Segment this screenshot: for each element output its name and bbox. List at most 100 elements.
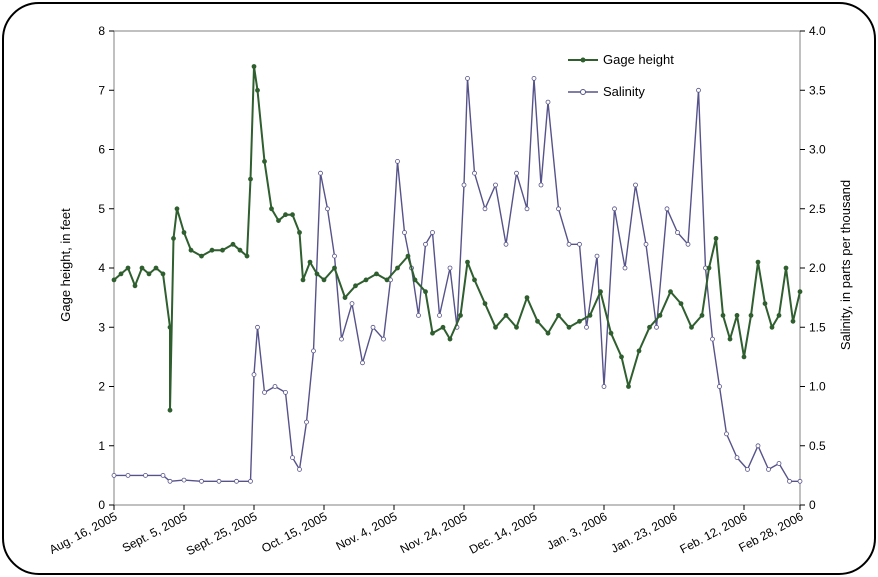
gage-height-point: [139, 265, 145, 271]
gage-height-point: [307, 259, 313, 265]
y-axis-left: 0 1 2 3 4 5 6 7 8: [98, 24, 114, 512]
salinity-point: [664, 206, 670, 212]
salinity-point: [696, 87, 701, 93]
gage-height-point: [300, 277, 306, 283]
salinity-point: [577, 241, 582, 247]
gage-height-point: [566, 324, 572, 330]
y-right-tick-label: 3.0: [809, 143, 826, 157]
salinity-point: [248, 478, 253, 484]
salinity-point: [311, 348, 316, 354]
gage-height-point: [556, 312, 561, 318]
gage-height-point: [482, 301, 488, 307]
salinity-point: [538, 182, 544, 188]
legend-item-salinity: Salinity: [568, 84, 645, 99]
gage-height-point: [220, 247, 225, 253]
salinity-point: [594, 253, 600, 259]
gage-height-point: [447, 336, 453, 342]
salinity-point: [430, 230, 435, 235]
salinity-point: [416, 312, 421, 318]
gage-height-point: [332, 265, 337, 271]
salinity-point: [360, 360, 365, 366]
salinity-point: [290, 455, 295, 461]
salinity-point: [622, 265, 628, 271]
salinity-point: [423, 241, 428, 247]
gage-height-point: [353, 283, 358, 289]
salinity-point: [724, 431, 729, 437]
salinity-point: [584, 324, 589, 330]
salinity-series: [111, 76, 803, 484]
gage-height-point: [171, 235, 176, 241]
y-right-tick-label: 3.5: [809, 83, 826, 97]
salinity-point: [216, 478, 222, 484]
salinity-point: [143, 472, 148, 478]
gage-height-point: [160, 271, 166, 277]
gage-height-point: [472, 277, 477, 283]
y-left-tick-label: 1: [98, 439, 105, 453]
gage-height-point: [577, 318, 582, 324]
gage-height-point: [727, 336, 733, 342]
salinity-point: [437, 312, 442, 318]
gage-height-point: [167, 324, 173, 330]
salinity-point: [370, 324, 376, 330]
gage-height-point: [458, 312, 463, 318]
gage-height-point: [132, 283, 138, 289]
gage-height-point: [503, 312, 509, 318]
gage-height-point: [619, 354, 624, 360]
salinity-point: [395, 158, 400, 164]
salinity-point: [643, 241, 649, 247]
gage-height-point: [342, 295, 348, 301]
salinity-point: [675, 230, 680, 235]
salinity-point: [531, 76, 537, 81]
y-left-tick-label: 3: [98, 320, 105, 334]
gage-height-point: [363, 277, 369, 283]
gage-height-point: [290, 212, 295, 218]
salinity-point: [482, 206, 488, 212]
salinity-point: [493, 182, 498, 188]
salinity-point: [251, 372, 257, 378]
salinity-point: [612, 206, 617, 212]
gage-height-point: [430, 330, 435, 336]
salinity-point: [797, 478, 803, 484]
y-left-tick-label: 6: [98, 143, 105, 157]
y-axis-right: 0 0.5 1.0 1.5 2.0 2.5 3.0 3.5 4.0: [800, 24, 826, 512]
y-axis-left-title: Gage height, in feet: [58, 208, 73, 322]
gage-height-point: [699, 312, 705, 318]
gage-height-point: [741, 354, 747, 360]
gage-height-point: [668, 289, 673, 295]
salinity-point: [633, 182, 638, 188]
salinity-point: [167, 478, 173, 484]
y-axis-right-title: Salinity, in parts per thousand: [838, 180, 853, 350]
salinity-point: [262, 389, 267, 395]
legend-marker-salinity: [580, 89, 586, 95]
gage-height-point: [125, 265, 131, 271]
gage-height-point: [626, 384, 631, 389]
gage-height-point: [209, 247, 215, 253]
salinity-point: [297, 466, 302, 472]
gage-height-point: [608, 330, 614, 336]
gage-height-point: [465, 259, 470, 265]
gage-height-point: [321, 277, 327, 283]
salinity-point: [325, 206, 330, 212]
salinity-point: [199, 478, 204, 484]
gage-height-point: [524, 295, 530, 301]
gage-height-point: [545, 330, 551, 336]
gage-height-point: [762, 301, 768, 307]
salinity-point: [566, 241, 572, 247]
salinity-point: [234, 478, 239, 484]
gage-height-point: [493, 324, 498, 330]
y-left-tick-label: 5: [98, 202, 105, 216]
gage-height-point: [776, 312, 782, 318]
salinity-point: [447, 265, 453, 271]
legend-marker-gage-height: [580, 57, 586, 63]
salinity-point: [181, 477, 187, 483]
gage-height-point: [384, 277, 390, 283]
salinity-point: [776, 461, 782, 466]
gage-height-point: [783, 265, 789, 271]
salinity-point: [160, 472, 166, 478]
gage-height-point: [111, 277, 117, 283]
y-left-tick-label: 8: [98, 24, 105, 38]
salinity-point: [111, 472, 117, 478]
gage-height-point: [720, 312, 726, 318]
gage-height-series: [111, 64, 803, 413]
gage-height-point: [276, 218, 281, 224]
